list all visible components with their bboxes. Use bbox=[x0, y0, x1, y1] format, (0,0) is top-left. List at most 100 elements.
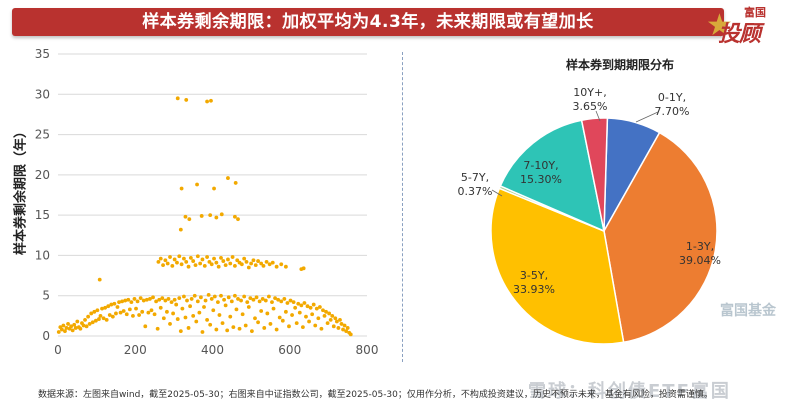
scatter-point bbox=[126, 297, 131, 302]
scatter-point bbox=[231, 325, 236, 330]
scatter-point bbox=[297, 310, 302, 315]
scatter-point bbox=[259, 309, 264, 313]
scatter-point bbox=[348, 332, 353, 337]
scatter-point bbox=[223, 303, 228, 308]
scatter-point bbox=[184, 98, 189, 102]
scatter-point bbox=[192, 293, 197, 298]
y-tick-label: 35 bbox=[35, 47, 50, 61]
scatter-point bbox=[175, 260, 179, 265]
scatter-point bbox=[327, 311, 332, 316]
pie-percent-label: 0.37% bbox=[458, 185, 493, 198]
scatter-point bbox=[206, 293, 211, 297]
scatter-point bbox=[253, 263, 258, 267]
scatter-point bbox=[169, 300, 174, 305]
scatter-chart: 0 5 10 15 20 25 30 35 0 200 400 600 800 bbox=[35, 47, 379, 357]
scatter-point bbox=[59, 327, 64, 332]
scatter-point bbox=[135, 299, 140, 304]
scatter-point bbox=[97, 277, 102, 282]
scatter-point bbox=[317, 305, 322, 309]
x-tick-label: 400 bbox=[201, 343, 224, 357]
scatter-point bbox=[100, 306, 104, 311]
scatter-point bbox=[66, 322, 70, 326]
scatter-point bbox=[265, 311, 270, 316]
scatter-point bbox=[166, 297, 171, 301]
scatter-point bbox=[179, 186, 184, 191]
scatter-point bbox=[205, 99, 209, 104]
scatter-point bbox=[117, 300, 121, 305]
scatter-point bbox=[209, 98, 213, 103]
scatter-point bbox=[244, 259, 249, 264]
scatter-point bbox=[193, 263, 198, 267]
scatter-point bbox=[311, 302, 316, 307]
scatter-point bbox=[160, 296, 165, 301]
scatter-point bbox=[339, 322, 344, 326]
scatter-point bbox=[182, 256, 186, 261]
scatter-point bbox=[185, 298, 189, 303]
scatter-point bbox=[208, 213, 213, 218]
scatter-point bbox=[342, 323, 347, 328]
scatter-point bbox=[325, 321, 330, 326]
scatter-point bbox=[328, 317, 333, 322]
scatter-point bbox=[161, 263, 165, 267]
scatter-point bbox=[324, 309, 328, 314]
scatter-point bbox=[149, 308, 154, 313]
scatter-point bbox=[158, 256, 163, 261]
scatter-point bbox=[268, 322, 273, 326]
scatter-point bbox=[314, 306, 319, 311]
scatter-point bbox=[310, 312, 315, 317]
scatter-point bbox=[207, 259, 212, 264]
scatter-point bbox=[148, 297, 152, 301]
pie-percent-label: 3.65% bbox=[573, 100, 608, 113]
scatter-point bbox=[103, 305, 108, 310]
scatter-point bbox=[81, 323, 86, 328]
scatter-point bbox=[276, 297, 281, 302]
scatter-point bbox=[168, 322, 172, 326]
scatter-point bbox=[301, 266, 306, 271]
leader-line bbox=[491, 189, 503, 197]
scatter-point bbox=[73, 326, 78, 330]
scatter-point bbox=[321, 308, 325, 313]
scatter-point bbox=[137, 313, 142, 317]
scatter-point bbox=[307, 319, 311, 324]
scatter-point bbox=[283, 309, 288, 314]
scatter-point bbox=[200, 330, 205, 334]
scatter-point bbox=[230, 255, 235, 259]
scatter-point bbox=[144, 297, 149, 302]
scatter-point bbox=[114, 311, 118, 316]
scatter-point bbox=[179, 262, 184, 267]
scatter-point bbox=[219, 293, 223, 298]
scatter-point bbox=[200, 257, 205, 262]
scatter-point bbox=[188, 255, 193, 260]
scatter-point bbox=[212, 294, 217, 299]
scatter-point bbox=[146, 310, 151, 315]
scatter-point bbox=[254, 295, 259, 300]
scatter-point bbox=[221, 259, 226, 263]
scatter-point bbox=[189, 297, 194, 301]
scatter-point bbox=[121, 309, 126, 313]
scatter-point bbox=[83, 317, 87, 322]
title-banner: 样本券剩余期限：加权平均为4.3年，未来期限或有望加长 bbox=[12, 8, 724, 36]
scatter-point bbox=[296, 301, 301, 306]
scatter-point bbox=[158, 305, 163, 310]
scatter-point bbox=[129, 300, 134, 305]
scatter-point bbox=[127, 307, 132, 312]
scatter-point bbox=[131, 313, 135, 318]
scatter-point bbox=[313, 323, 318, 328]
scatter-point bbox=[64, 326, 69, 330]
scatter-point bbox=[274, 264, 279, 269]
scatter-point bbox=[78, 326, 83, 331]
scatter-point bbox=[233, 293, 237, 298]
pie-slice bbox=[499, 119, 606, 233]
scatter-point bbox=[234, 307, 239, 312]
scatter-point bbox=[233, 264, 237, 268]
scatter-point bbox=[180, 306, 185, 311]
scatter-point bbox=[152, 312, 157, 317]
brand-top-text: 富国 bbox=[744, 6, 766, 19]
scatter-point bbox=[172, 297, 177, 302]
scatter-point bbox=[344, 329, 349, 334]
scatter-point bbox=[217, 313, 222, 317]
scatter-point bbox=[226, 176, 230, 180]
pie-label: 5-7Y, bbox=[461, 171, 489, 184]
scatter-point bbox=[95, 308, 100, 313]
y-tick-label: 25 bbox=[35, 128, 50, 142]
